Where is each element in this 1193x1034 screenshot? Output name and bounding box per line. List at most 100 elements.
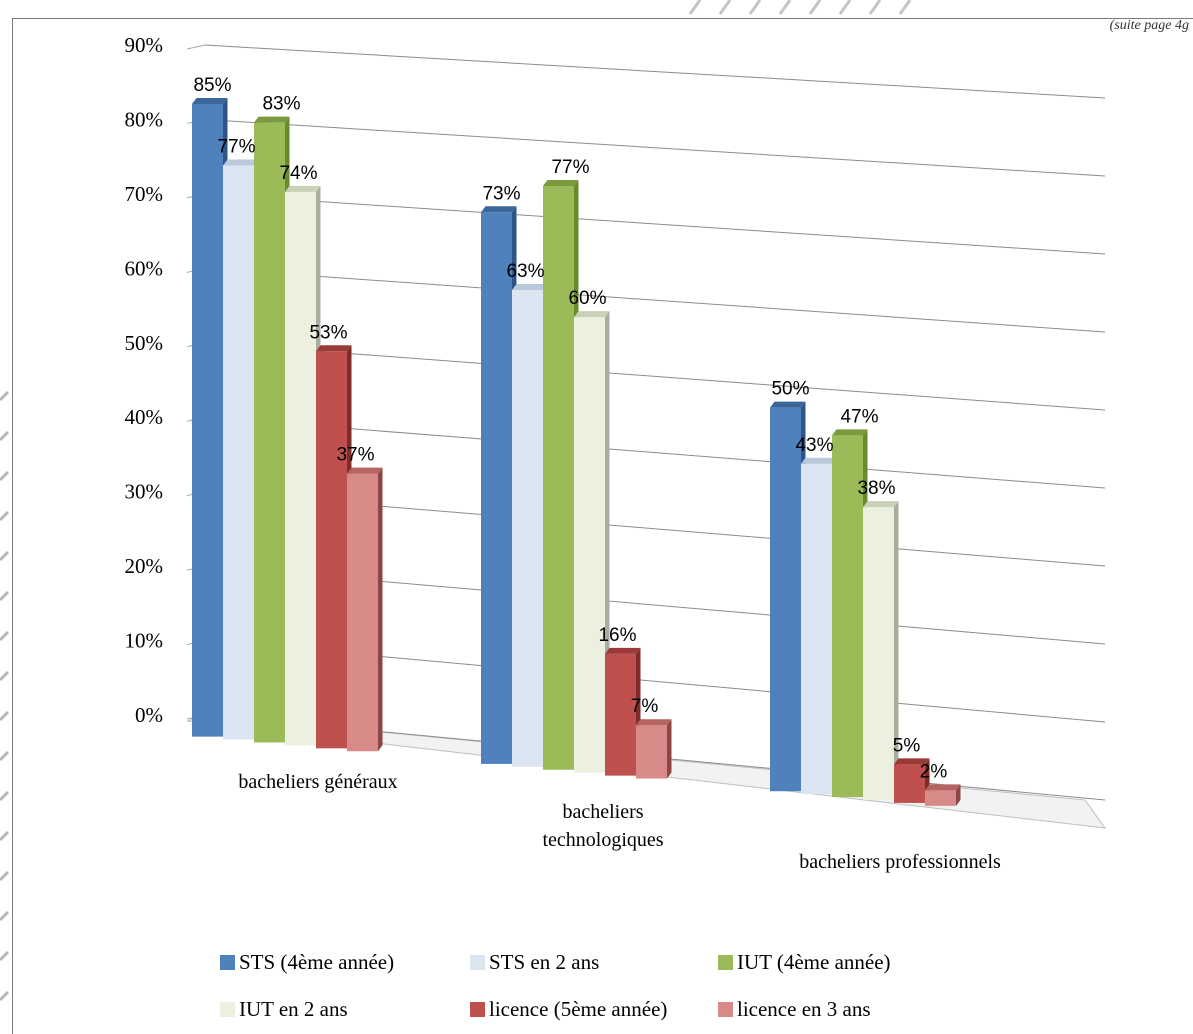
value-label: 83% bbox=[262, 94, 300, 115]
value-label: 60% bbox=[568, 288, 606, 309]
bar-top bbox=[481, 206, 517, 213]
corner-note: (suite page 4g bbox=[1109, 18, 1189, 33]
value-label: 2% bbox=[920, 761, 948, 782]
value-label: 5% bbox=[893, 735, 921, 756]
bar-front bbox=[801, 463, 832, 795]
value-label: 43% bbox=[795, 435, 833, 456]
bar bbox=[316, 345, 352, 749]
legend-item: licence en 3 ans bbox=[718, 997, 1018, 1022]
legend-swatch bbox=[470, 955, 485, 970]
y-tick-label: 0% bbox=[135, 703, 163, 727]
bar-front bbox=[894, 764, 925, 803]
y-tick-label: 40% bbox=[125, 405, 164, 429]
value-label: 47% bbox=[840, 406, 878, 427]
bar-side bbox=[667, 719, 672, 779]
gridline bbox=[204, 193, 1106, 255]
gridline-depth bbox=[186, 44, 206, 50]
bar-front bbox=[223, 165, 254, 740]
bar-top bbox=[636, 719, 672, 726]
bar-top bbox=[605, 647, 641, 654]
legend-label: licence (5ème année) bbox=[489, 997, 668, 1021]
bar-front bbox=[316, 351, 347, 749]
category-label: bacheliers généraux bbox=[238, 771, 397, 793]
bar bbox=[574, 311, 610, 773]
y-tick-label: 30% bbox=[125, 480, 164, 504]
legend-label: STS en 2 ans bbox=[489, 950, 600, 974]
bar-top bbox=[863, 501, 899, 508]
bar-front bbox=[770, 407, 801, 792]
y-tick-label: 10% bbox=[125, 629, 164, 653]
bar bbox=[863, 501, 899, 800]
legend-item: IUT (4ème année) bbox=[718, 950, 1018, 975]
value-label: 63% bbox=[506, 261, 544, 282]
value-label: 7% bbox=[631, 696, 659, 717]
gridline bbox=[204, 267, 1106, 333]
value-label: 53% bbox=[309, 322, 347, 343]
value-label: 77% bbox=[551, 157, 589, 178]
y-tick-label: 80% bbox=[125, 107, 164, 131]
bar-front bbox=[543, 185, 574, 770]
bar bbox=[254, 116, 290, 743]
bar-front bbox=[254, 122, 285, 743]
gridline bbox=[204, 44, 1106, 99]
legend-label: IUT (4ème année) bbox=[737, 950, 891, 974]
bar-top bbox=[347, 467, 383, 474]
bar-top bbox=[285, 185, 321, 192]
value-label: 74% bbox=[279, 163, 317, 184]
value-label: 16% bbox=[598, 625, 636, 646]
bar bbox=[285, 185, 321, 746]
legend-item: IUT en 2 ans bbox=[220, 997, 470, 1022]
bar bbox=[636, 719, 672, 779]
gridline bbox=[204, 118, 1106, 177]
bar-front bbox=[512, 289, 543, 767]
bar-top bbox=[894, 758, 930, 765]
bar-top bbox=[801, 457, 837, 464]
y-tick-label: 60% bbox=[125, 256, 164, 280]
bar bbox=[512, 283, 548, 767]
y-tick-label: 90% bbox=[125, 33, 164, 57]
bar-top bbox=[512, 283, 548, 290]
bar-front bbox=[605, 653, 636, 776]
legend-swatch bbox=[718, 1002, 733, 1017]
bar-top bbox=[223, 159, 259, 166]
y-tick-label: 70% bbox=[125, 182, 164, 206]
bar-front bbox=[636, 725, 667, 779]
legend-swatch bbox=[220, 955, 235, 970]
bar-front bbox=[347, 473, 378, 752]
bar bbox=[192, 97, 228, 737]
legend-label: STS (4ème année) bbox=[239, 950, 395, 974]
bar-top bbox=[925, 784, 961, 791]
legend-item: STS en 2 ans bbox=[470, 950, 718, 975]
legend-swatch bbox=[470, 1002, 485, 1017]
bar-front bbox=[863, 507, 894, 800]
bar bbox=[347, 467, 383, 752]
y-tick-label: 20% bbox=[125, 554, 164, 578]
gridline bbox=[204, 416, 1106, 489]
bar-front bbox=[192, 103, 223, 737]
bar-front bbox=[481, 212, 512, 764]
bar bbox=[605, 647, 641, 776]
legend-item: STS (4ème année) bbox=[220, 950, 470, 975]
bar bbox=[925, 784, 961, 806]
chart-legend: STS (4ème année) STS en 2 ans IUT (4ème an… bbox=[220, 950, 1040, 1022]
bar bbox=[832, 429, 868, 798]
bar-top bbox=[574, 311, 610, 318]
bar-front bbox=[832, 435, 863, 798]
bar-front bbox=[574, 317, 605, 773]
bar-top bbox=[254, 116, 290, 123]
bar bbox=[223, 159, 259, 740]
bar-side bbox=[378, 467, 383, 752]
value-label: 77% bbox=[217, 137, 255, 158]
bar-front bbox=[285, 191, 316, 746]
value-label: 85% bbox=[193, 75, 231, 96]
value-label: 50% bbox=[771, 379, 809, 400]
gridline bbox=[204, 342, 1106, 411]
category-label: bacheliers professionnels bbox=[799, 851, 1001, 873]
bar-side bbox=[894, 501, 899, 800]
bar-top bbox=[543, 179, 579, 186]
legend-label: IUT en 2 ans bbox=[239, 997, 348, 1021]
legend-swatch bbox=[718, 955, 733, 970]
bar-side bbox=[956, 784, 961, 806]
bar-top bbox=[316, 345, 352, 352]
